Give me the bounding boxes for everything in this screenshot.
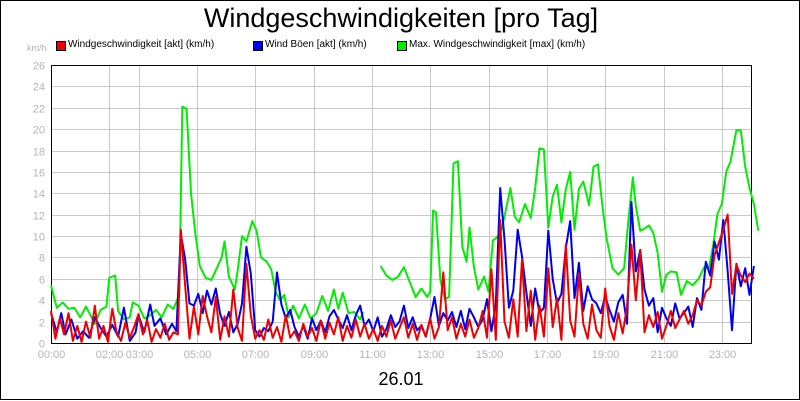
y-tick-label: 0 (39, 339, 45, 351)
plot-area-border (51, 65, 752, 344)
date-label: 26.01 (378, 369, 424, 389)
legend-label-gusts: Wind Böen [akt] (km/h) (265, 39, 367, 50)
y-tick-label: 14 (33, 189, 45, 201)
x-tick-label: 09:00 (301, 349, 329, 361)
series-line-windgeschwindigkeit-akt-km-h (50, 213, 755, 343)
y-tick-label: 8 (39, 253, 45, 265)
x-tick-label: 02:00 (96, 349, 124, 361)
y-tick-label: 2 (39, 318, 45, 330)
x-tick-label: 05:00 (184, 349, 212, 361)
x-tick-label: 21:00 (651, 349, 679, 361)
y-tick-label: 26 (33, 61, 45, 73)
y-tick-label: 6 (39, 275, 45, 287)
x-tick-label: 00:00 (38, 349, 66, 361)
legend-label-max-wind: Max. Windgeschwindigkeit [max] (km/h) (409, 39, 586, 50)
y-tick-label: 18 (33, 147, 45, 159)
y-tick-label: 22 (33, 104, 45, 116)
x-tick-label: 03:00 (126, 349, 154, 361)
legend-swatch-wind-speed (56, 41, 66, 51)
series (50, 105, 760, 343)
x-tick-label: 11:00 (359, 349, 386, 361)
y-tick-label: 24 (33, 82, 45, 94)
y-axis-unit-label: km/h (27, 43, 47, 53)
x-tick-label: 19:00 (592, 349, 620, 361)
x-tick-label: 17:00 (534, 349, 562, 361)
legend-swatch-gusts (253, 41, 263, 51)
legend-swatch-max-wind (397, 41, 407, 51)
x-tick-label: 13:00 (417, 349, 445, 361)
y-tick-label: 12 (33, 211, 45, 223)
y-tick-label: 16 (33, 168, 45, 180)
x-tick-label: 07:00 (242, 349, 270, 361)
series-line-max-windgeschwindigkeit-max-km-h (50, 105, 365, 325)
y-tick-label: 10 (33, 232, 45, 244)
chart-title: Windgeschwindigkeiten [pro Tag] (203, 3, 599, 33)
y-tick-label: 4 (39, 296, 45, 308)
y-tick-label: 20 (33, 125, 45, 137)
x-tick-label: 23:00 (709, 349, 737, 361)
legend-label-wind-speed: Windgeschwindigkeit [akt] (km/h) (68, 39, 215, 50)
x-tick-label: 15:00 (476, 349, 504, 361)
grid (51, 65, 751, 344)
series-line-max-windgeschwindigkeit-max-km-h (379, 129, 760, 301)
